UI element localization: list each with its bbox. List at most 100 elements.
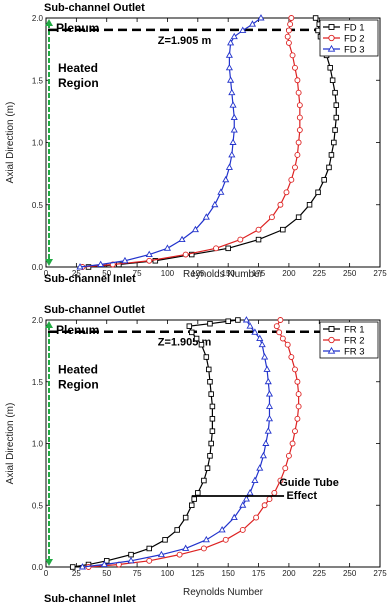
series-1-point <box>174 527 180 533</box>
x-tick-label: 125 <box>191 569 205 578</box>
series-3-point <box>227 76 235 83</box>
series-3-point <box>263 365 271 372</box>
series-1-point <box>255 236 262 243</box>
x-tick-label: 200 <box>282 269 296 278</box>
series-3-point <box>239 501 247 508</box>
x-tick-label: 100 <box>161 569 175 578</box>
series-2-point <box>273 323 280 330</box>
series-2-point <box>282 465 289 472</box>
series-3-point <box>100 560 108 567</box>
region-label: Region <box>58 377 99 391</box>
series-1-point <box>209 428 216 434</box>
series-2-point <box>268 214 275 221</box>
series-2-point <box>253 514 260 521</box>
series-2-point <box>295 391 302 398</box>
arrow-head-bottom <box>45 259 53 266</box>
series-1-point <box>201 477 207 484</box>
series-3-point <box>145 250 153 257</box>
x-tick-label: 150 <box>222 569 236 578</box>
series-3-point <box>246 488 254 496</box>
series-3-point <box>257 14 265 21</box>
x-tick-label: 0 <box>44 569 49 578</box>
x-tick-label: 50 <box>102 569 111 578</box>
series-3-point <box>242 495 250 502</box>
series-1-point <box>329 77 336 83</box>
heated-label: Heated <box>58 61 98 75</box>
series-3-point <box>264 377 272 385</box>
series-2-point <box>277 201 284 208</box>
legend-entry-2: FD 2 <box>344 34 365 45</box>
series-2-point <box>294 77 301 84</box>
series-2-point <box>289 440 296 447</box>
series-2-point <box>266 496 273 503</box>
series-2-point <box>285 39 292 46</box>
series-2-point <box>288 176 295 183</box>
chart-1: 0 25 50 75 100 125 150 175 200 225 250 275 0.0 0.5 1.0… <box>5 2 387 285</box>
series-2-point <box>294 151 301 158</box>
y-tick-label: 0.5 <box>32 201 44 210</box>
series-1-point <box>280 226 286 233</box>
x-tick-label: 275 <box>373 269 387 278</box>
arrow-head-top <box>45 321 53 328</box>
series-1-point <box>295 214 302 220</box>
series-1-point <box>69 564 76 570</box>
series-2-point <box>283 189 290 196</box>
series-3-point <box>265 414 274 422</box>
series-3-point <box>265 402 274 409</box>
series-1-point <box>315 189 321 196</box>
series-1-point <box>207 453 213 459</box>
series-2-point <box>284 33 291 40</box>
series-1-point <box>208 440 214 447</box>
series-2-point <box>295 139 302 146</box>
x-tick-label: 100 <box>161 269 175 278</box>
series-1-point <box>162 537 168 543</box>
series-2-point <box>239 527 246 533</box>
series-3-point <box>256 334 264 341</box>
series-1-point <box>209 403 216 410</box>
x-axis-label: Reynolds Number <box>183 587 264 598</box>
legend-marker <box>328 336 335 344</box>
series-3-point <box>211 200 219 208</box>
series-2-point <box>213 245 219 252</box>
series-2-point <box>292 428 298 435</box>
x-tick-label: 250 <box>343 269 357 278</box>
series-2-point <box>292 64 298 71</box>
series-1-point <box>195 490 201 496</box>
series-2-point <box>288 354 295 360</box>
outlet-label: Sub-channel Outlet <box>44 2 145 14</box>
x-tick-label: 75 <box>133 569 142 578</box>
series-2-point <box>296 114 303 121</box>
series-2-point <box>176 551 183 558</box>
series-1-point <box>103 558 110 564</box>
series-1-point <box>204 465 211 471</box>
z-label: Z=1.905 m <box>158 35 212 47</box>
series-1-point <box>207 379 213 385</box>
arrow-head-bottom <box>45 559 53 566</box>
series-1-point <box>306 201 313 208</box>
y-tick-label: 1.0 <box>32 139 44 148</box>
series-3-point <box>163 244 172 251</box>
series-2-point <box>287 21 294 28</box>
x-tick-label: 200 <box>282 569 296 578</box>
series-3-point <box>230 513 238 521</box>
x-tick-label: 125 <box>191 269 205 278</box>
y-tick-label: 1.5 <box>32 378 44 387</box>
series-3-point <box>248 20 257 27</box>
series-1-point <box>146 545 152 552</box>
legend-entry-3: FR 3 <box>344 347 365 358</box>
series-1-point <box>152 258 159 264</box>
inlet-label: Sub-channel Inlet <box>44 273 136 285</box>
x-tick-label: 75 <box>133 269 142 278</box>
x-tick-label: 150 <box>222 269 236 278</box>
series-3-point <box>230 126 238 133</box>
series-3-point <box>218 526 226 533</box>
plenum-label: Plenum <box>56 323 99 337</box>
series-1-point <box>205 366 212 373</box>
series-2-point <box>182 251 189 258</box>
series-1-point <box>225 318 231 324</box>
series-3-point <box>259 451 267 459</box>
legend-entry-1: FR 1 <box>344 325 365 336</box>
heated-label: Heated <box>58 362 98 376</box>
series-2-point <box>284 341 291 348</box>
